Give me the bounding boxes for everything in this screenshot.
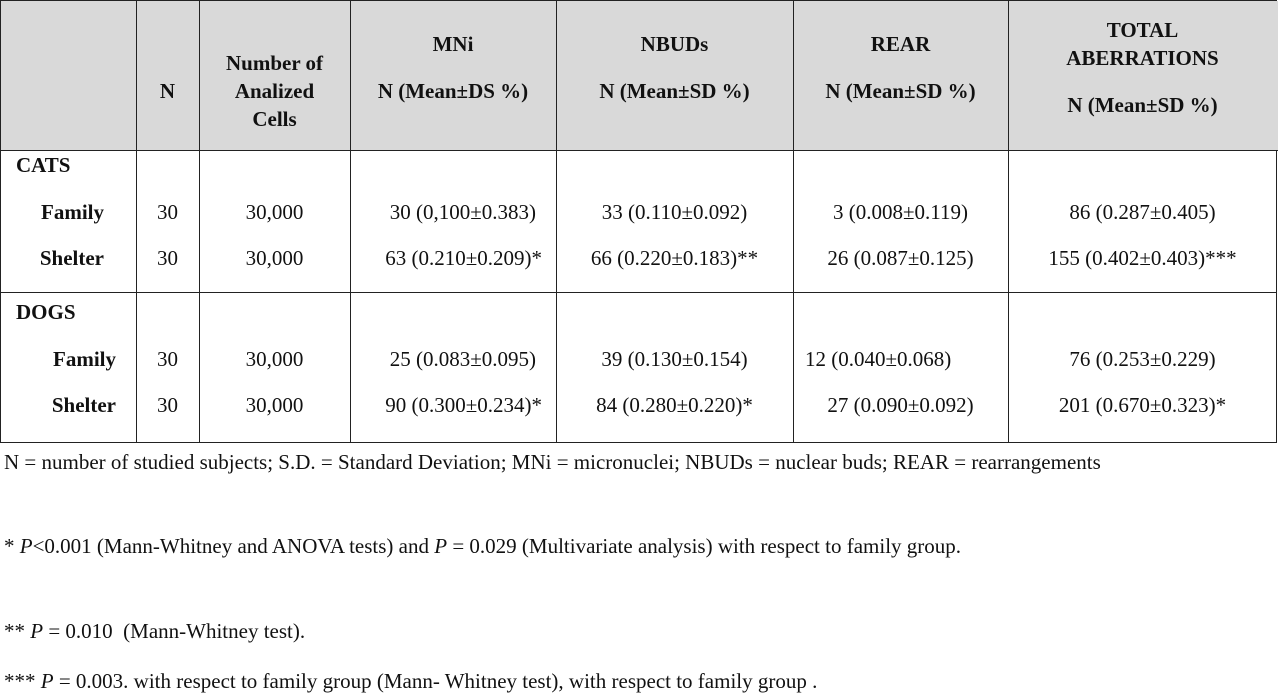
abbreviations-note: N = number of studied subjects; S.D. = S…: [4, 450, 1101, 474]
cell-total: 86 (0.287±0.405): [1069, 200, 1216, 224]
cell-rear: 26 (0.087±0.125): [827, 246, 974, 270]
p-symbol: P: [19, 534, 33, 558]
footnote-text: = 0.010 (Mann-Whitney test).: [43, 619, 306, 643]
cell-n: 30: [157, 200, 178, 224]
row-label: Family: [53, 347, 116, 371]
cell-mni: 63 (0.210±0.209)*: [385, 246, 542, 270]
table-header-row: [1, 1, 1278, 151]
p-symbol: P: [40, 669, 54, 693]
header-total-sub: N (Mean±SD %): [1067, 93, 1218, 117]
row-label: Shelter: [51, 393, 116, 417]
cell-nbuds: 84 (0.280±0.220)*: [596, 393, 753, 417]
header-rear: REAR: [870, 32, 931, 56]
p-symbol: P: [30, 619, 44, 643]
footnote-marker: ***: [4, 669, 41, 693]
header-mni-sub: N (Mean±DS %): [377, 79, 529, 103]
cell-rear: 3 (0.008±0.119): [833, 200, 968, 224]
cell-nbuds: 33 (0.110±0.092): [601, 200, 748, 224]
row-label: Shelter: [39, 246, 104, 270]
cell-nbuds: 66 (0.220±0.183)**: [590, 246, 759, 270]
cell-n: 30: [157, 393, 178, 417]
p-symbol: P: [434, 534, 448, 558]
results-table: [0, 0, 1278, 443]
group-label-dogs: DOGS: [16, 300, 76, 324]
footnote-text: <0.001 (Mann-Whitney and ANOVA tests) an…: [32, 534, 435, 558]
cell-nbuds: 39 (0.130±0.154): [601, 347, 748, 371]
footnote-single-star: * P<0.001 (Mann-Whitney and ANOVA tests)…: [4, 530, 1164, 562]
group-divider: [0, 292, 1277, 293]
header-cells: Number of Analized Cells: [199, 49, 350, 133]
footnote-marker: *: [4, 534, 20, 558]
header-cells-line: Number of: [225, 51, 324, 75]
column-divider: [350, 0, 351, 443]
footnote-double-star: ** P = 0.010 (Mann-Whitney test).: [4, 615, 1234, 647]
footnote-marker: **: [4, 619, 31, 643]
header-nbuds: NBUDs: [640, 32, 709, 56]
footnote-triple-star: *** P = 0.003. with respect to family gr…: [4, 665, 1234, 697]
header-cells-line: Analized: [234, 79, 315, 103]
cell-cells: 30,000: [245, 200, 304, 224]
cell-n: 30: [157, 347, 178, 371]
header-nbuds-sub: N (Mean±SD %): [599, 79, 750, 103]
cell-mni: 25 (0.083±0.095): [389, 347, 536, 371]
cell-total: 155 (0.402±0.403)***: [1048, 246, 1237, 270]
row-label: Family: [41, 200, 104, 224]
cell-mni: 30 (0,100±0.383): [389, 200, 536, 224]
cell-cells: 30,000: [245, 347, 304, 371]
cell-total: 76 (0.253±0.229): [1069, 347, 1216, 371]
header-rear-sub: N (Mean±SD %): [825, 79, 976, 103]
header-mni: MNi: [432, 32, 474, 56]
cell-mni: 90 (0.300±0.234)*: [385, 393, 542, 417]
header-n: N: [159, 79, 176, 103]
header-cells-line: Cells: [252, 107, 297, 131]
column-divider: [1008, 0, 1009, 443]
cell-cells: 30,000: [245, 393, 304, 417]
footnote-text: = 0.029 (Multivariate analysis) with res…: [447, 534, 962, 558]
footnote-text: = 0.003. with respect to family group (M…: [53, 669, 818, 693]
column-divider: [793, 0, 794, 443]
header-total-line: TOTAL: [1106, 18, 1179, 42]
group-label-cats: CATS: [16, 153, 71, 177]
cell-rear: 12 (0.040±0.068): [805, 347, 952, 371]
header-total-line: ABERRATIONS: [1066, 46, 1219, 70]
header-total: TOTAL ABERRATIONS: [1008, 16, 1277, 72]
column-divider: [556, 0, 557, 443]
column-divider: [136, 0, 137, 443]
cell-n: 30: [157, 246, 178, 270]
cell-cells: 30,000: [245, 246, 304, 270]
cell-total: 201 (0.670±0.323)*: [1058, 393, 1227, 417]
cell-rear: 27 (0.090±0.092): [827, 393, 974, 417]
column-divider: [199, 0, 200, 443]
